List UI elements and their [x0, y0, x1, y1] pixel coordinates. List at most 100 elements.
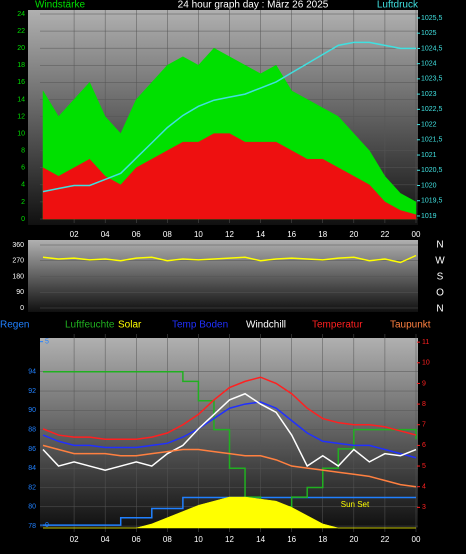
y-tick-label: 6	[21, 165, 25, 172]
y2-tick-label: 1020,5	[421, 167, 443, 174]
y-tick-label: 20	[17, 45, 25, 52]
y2-tick-label: 1019	[421, 213, 437, 220]
x-tick-label: 08	[163, 230, 172, 239]
y2-tick-label: 4	[422, 484, 426, 491]
y-tick-label: 14	[17, 96, 25, 103]
y-tick-label: 270	[12, 258, 24, 265]
plot-background	[28, 240, 418, 312]
y-axis-label: Windstärke	[35, 0, 85, 11]
y2-tick-label: 6	[422, 442, 426, 449]
y-tick-label: 2	[21, 199, 25, 206]
y3-tick-label: 5	[45, 339, 49, 346]
x-tick-label: 12	[225, 535, 234, 544]
y-tick-label: 94	[28, 369, 36, 376]
y-tick-label: 0	[20, 305, 24, 312]
y-tick-label: 82	[28, 484, 36, 491]
y2-tick-label: 5	[422, 463, 426, 470]
x-tick-label: 02	[70, 535, 79, 544]
y-tick-label: 86	[28, 446, 36, 453]
y-tick-label: 180	[12, 273, 24, 280]
x-tick-label: 22	[380, 230, 389, 239]
direction-label: W	[435, 256, 445, 267]
x-tick-label: 06	[132, 535, 141, 544]
y-tick-label: 80	[28, 504, 36, 511]
y2-tick-label: 1025,5	[421, 15, 443, 22]
x-tick-label: 20	[349, 230, 358, 239]
y-tick-label: 18	[17, 62, 25, 69]
y2-tick-label: 8	[422, 401, 426, 408]
line	[42, 254, 417, 264]
x-tick-label: 16	[287, 535, 296, 544]
y2-tick-label: 1024,5	[421, 45, 443, 52]
x-tick-label: 18	[318, 230, 327, 239]
x-tick-label: 04	[101, 535, 110, 544]
y2-tick-label: 9	[422, 380, 426, 387]
x-tick-label: 10	[194, 535, 203, 544]
y2-tick-label: 1021	[421, 152, 437, 159]
y2-tick-label: 1022	[421, 121, 437, 128]
y-tick-label: 22	[17, 28, 25, 35]
y2-tick-label: 3	[422, 504, 426, 511]
legend-label: Temp Boden	[172, 320, 228, 331]
y2-tick-label: 11	[422, 339, 429, 346]
line	[42, 41, 416, 193]
legend-label: Windchill	[246, 320, 286, 331]
y-tick-label: 24	[17, 11, 25, 18]
x-tick-label: 00	[412, 535, 421, 544]
y-tick-label: 8	[21, 148, 25, 155]
direction-label: N	[436, 304, 443, 315]
line	[43, 496, 416, 526]
y2-tick-label: 1020	[421, 182, 437, 189]
y2-tick-label: 1024	[421, 60, 437, 67]
y-tick-label: 90	[16, 289, 24, 296]
legend-label: Solar	[118, 320, 142, 331]
x-tick-label: 14	[256, 535, 265, 544]
y-tick-label: 78	[28, 523, 36, 530]
y-tick-label: 16	[17, 79, 25, 86]
y-tick-label: 90	[28, 407, 36, 414]
direction-label: N	[436, 240, 443, 251]
x-tick-label: 06	[132, 230, 141, 239]
line	[42, 401, 417, 459]
area	[42, 133, 417, 220]
y-tick-label: 10	[17, 130, 25, 137]
x-tick-label: 00	[412, 230, 421, 239]
legend-label: Regen	[0, 320, 29, 331]
line	[42, 392, 417, 471]
x-tick-label: 12	[225, 230, 234, 239]
x-tick-label: 10	[194, 230, 203, 239]
y-tick-label: 92	[28, 388, 36, 395]
y-tick-label: 360	[12, 242, 24, 249]
y-tick-label: 88	[28, 426, 36, 433]
x-tick-label: 22	[380, 535, 389, 544]
y2-tick-label: 7	[422, 422, 426, 429]
line	[42, 444, 417, 488]
y-tick-label: 0	[21, 216, 25, 223]
y2-tick-label: 1025	[421, 30, 437, 37]
direction-label: S	[437, 272, 444, 283]
area	[43, 496, 416, 529]
x-tick-label: 20	[349, 535, 358, 544]
legend-label: Taupunkt	[390, 320, 431, 331]
y2-tick-label: 1023	[421, 91, 437, 98]
x-tick-label: 18	[318, 535, 327, 544]
y-tick-label: 12	[17, 113, 25, 120]
x-tick-label: 04	[101, 230, 110, 239]
legend-label: Luftfeuchte	[65, 320, 115, 331]
y2-tick-label: 1022,5	[421, 106, 443, 113]
chart-title: 24 hour graph day : März 26 2025	[178, 0, 329, 11]
x-tick-label: 08	[163, 535, 172, 544]
y2-tick-label: 10	[422, 360, 430, 367]
y2-tick-label: 1021,5	[421, 137, 443, 144]
y2-tick-label: 1023,5	[421, 76, 443, 83]
x-tick-label: 16	[287, 230, 296, 239]
y2-tick-label: 1019,5	[421, 198, 443, 205]
legend-label: Temperatur	[312, 320, 363, 331]
x-tick-label: 02	[70, 230, 79, 239]
y-tick-label: 84	[28, 465, 36, 472]
direction-label: O	[436, 288, 444, 299]
y2-axis-label: Luftdruck	[377, 0, 419, 11]
x-tick-label: 14	[256, 230, 265, 239]
